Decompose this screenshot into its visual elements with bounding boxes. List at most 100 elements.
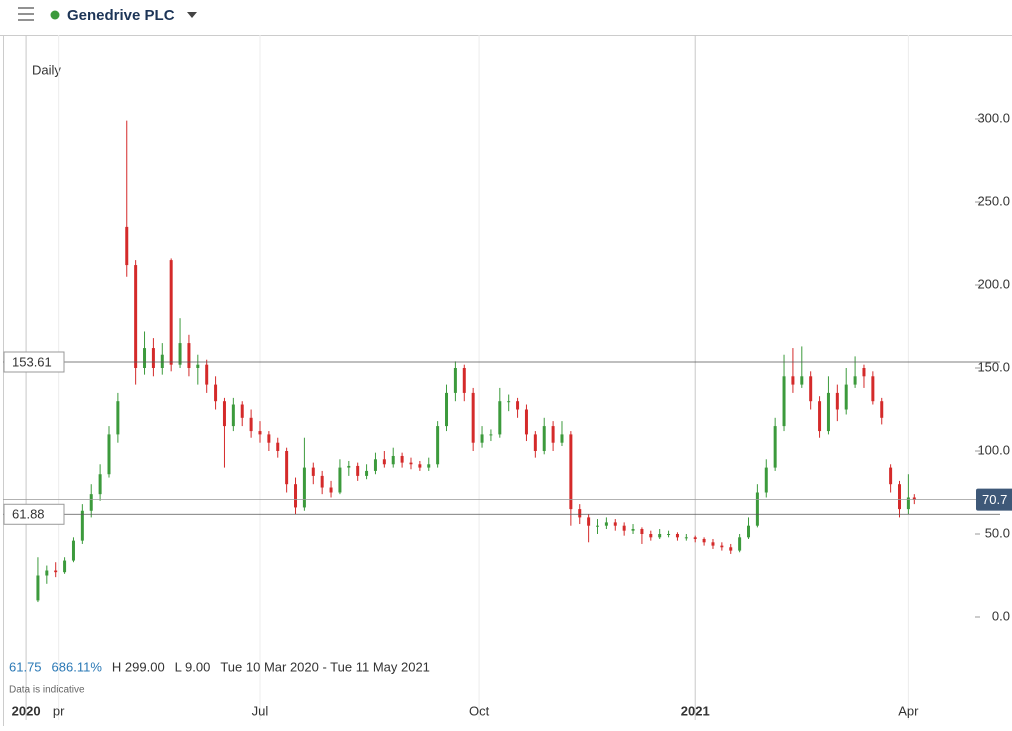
reference-label-box [3,503,65,525]
candle-body [267,434,271,443]
candle-body [71,540,75,561]
candle-body [542,426,546,451]
candle-body [782,376,786,427]
candle-body [382,459,386,465]
candle-body [507,401,511,403]
candle-body [613,522,617,526]
candle-body [329,487,333,493]
menu-icon[interactable] [18,7,34,21]
info-bar: 61.75 686.11% H 299.00 L 9.00 Tue 10 Mar 202… [9,659,430,674]
instrument-title[interactable]: Genedrive PLC [67,7,175,24]
candle-body [871,376,875,402]
candle-body [631,529,635,531]
info-item: 61.75 [9,659,42,674]
candle-body [640,529,644,534]
candle-body [773,426,777,468]
candle-body [809,376,813,402]
candle-body [45,570,49,576]
candle-body [178,343,182,365]
x-tick-label: Jul [252,703,269,718]
candle-body [134,265,138,368]
candle-body [862,367,866,377]
x-tick-label: Oct [469,703,490,718]
candle-body [551,426,555,443]
candle-body [489,434,493,436]
candle-body [596,525,600,527]
candle-body [729,547,733,551]
candle-body [98,474,102,495]
candle-body [693,537,697,539]
candle-body [294,484,298,508]
candle-body [365,470,369,476]
candle-body [587,517,591,526]
candle-body [480,434,484,443]
candle-body [347,465,351,468]
candle-body [400,455,404,463]
x-tick-label: 2020 [12,703,41,718]
x-tick-label: pr [53,703,65,718]
candle-body [889,467,893,485]
interval-label: Daily [32,62,61,77]
candle-body [356,465,360,476]
reference-label: 61.88 [12,507,45,522]
y-tick-label: 100.0 [977,442,1010,457]
candle-body [285,450,289,485]
candle-body [320,475,324,488]
y-tick-label: 0.0 [992,608,1010,623]
reference-label: 153.61 [12,354,52,369]
candle-body [116,401,120,435]
candle-body [276,442,280,451]
overlay: 153.61 61.88 70.7 [3,351,1012,525]
candle-body [240,404,244,418]
y-tick-label: 300.0 [977,110,1010,125]
candle-body [711,542,715,546]
candle-body [107,434,111,475]
candle-body [800,376,804,385]
candle-body [453,367,457,393]
candle-body [160,354,164,368]
candle-body [898,484,902,510]
candle-body [445,392,449,427]
y-tick-label: 150.0 [977,359,1010,374]
candle-body [436,426,440,465]
info-item: H 299.00 [112,659,165,674]
candle-body [80,510,84,541]
candle-body [311,467,315,476]
candle-body [258,431,262,435]
candle-body [738,537,742,551]
candle-body [231,404,235,427]
candle-body [755,492,759,526]
candle-body [338,467,342,493]
reference-label-box [3,351,65,373]
candle-body [912,497,916,500]
candle-body [391,455,395,465]
x-tick-label: 2021 [681,703,710,718]
last-price-box [976,488,1012,511]
candle-body [649,533,653,538]
candle-body [675,533,679,538]
candles [36,120,916,603]
candle-body [524,409,528,435]
y-tick-label: 250.0 [977,193,1010,208]
x-tick-label: Apr [898,703,919,718]
candle-body [791,376,795,385]
dropdown-arrow[interactable] [187,12,197,18]
candle-body [826,392,830,432]
candle-body [516,401,520,410]
candle-body [249,417,253,432]
candle-body [302,467,306,508]
candle-body [578,509,582,518]
candle-body [684,537,688,539]
candle-body [125,226,129,266]
candle-body [747,525,751,538]
info-item: L 9.00 [175,659,211,674]
candle-body [63,560,67,573]
candle-body [169,260,173,365]
candle-body [187,343,191,368]
candle-body [844,384,848,410]
candle-body [418,464,422,468]
candle-body [720,545,724,548]
candle-body [818,401,822,432]
candle-body [835,392,839,410]
